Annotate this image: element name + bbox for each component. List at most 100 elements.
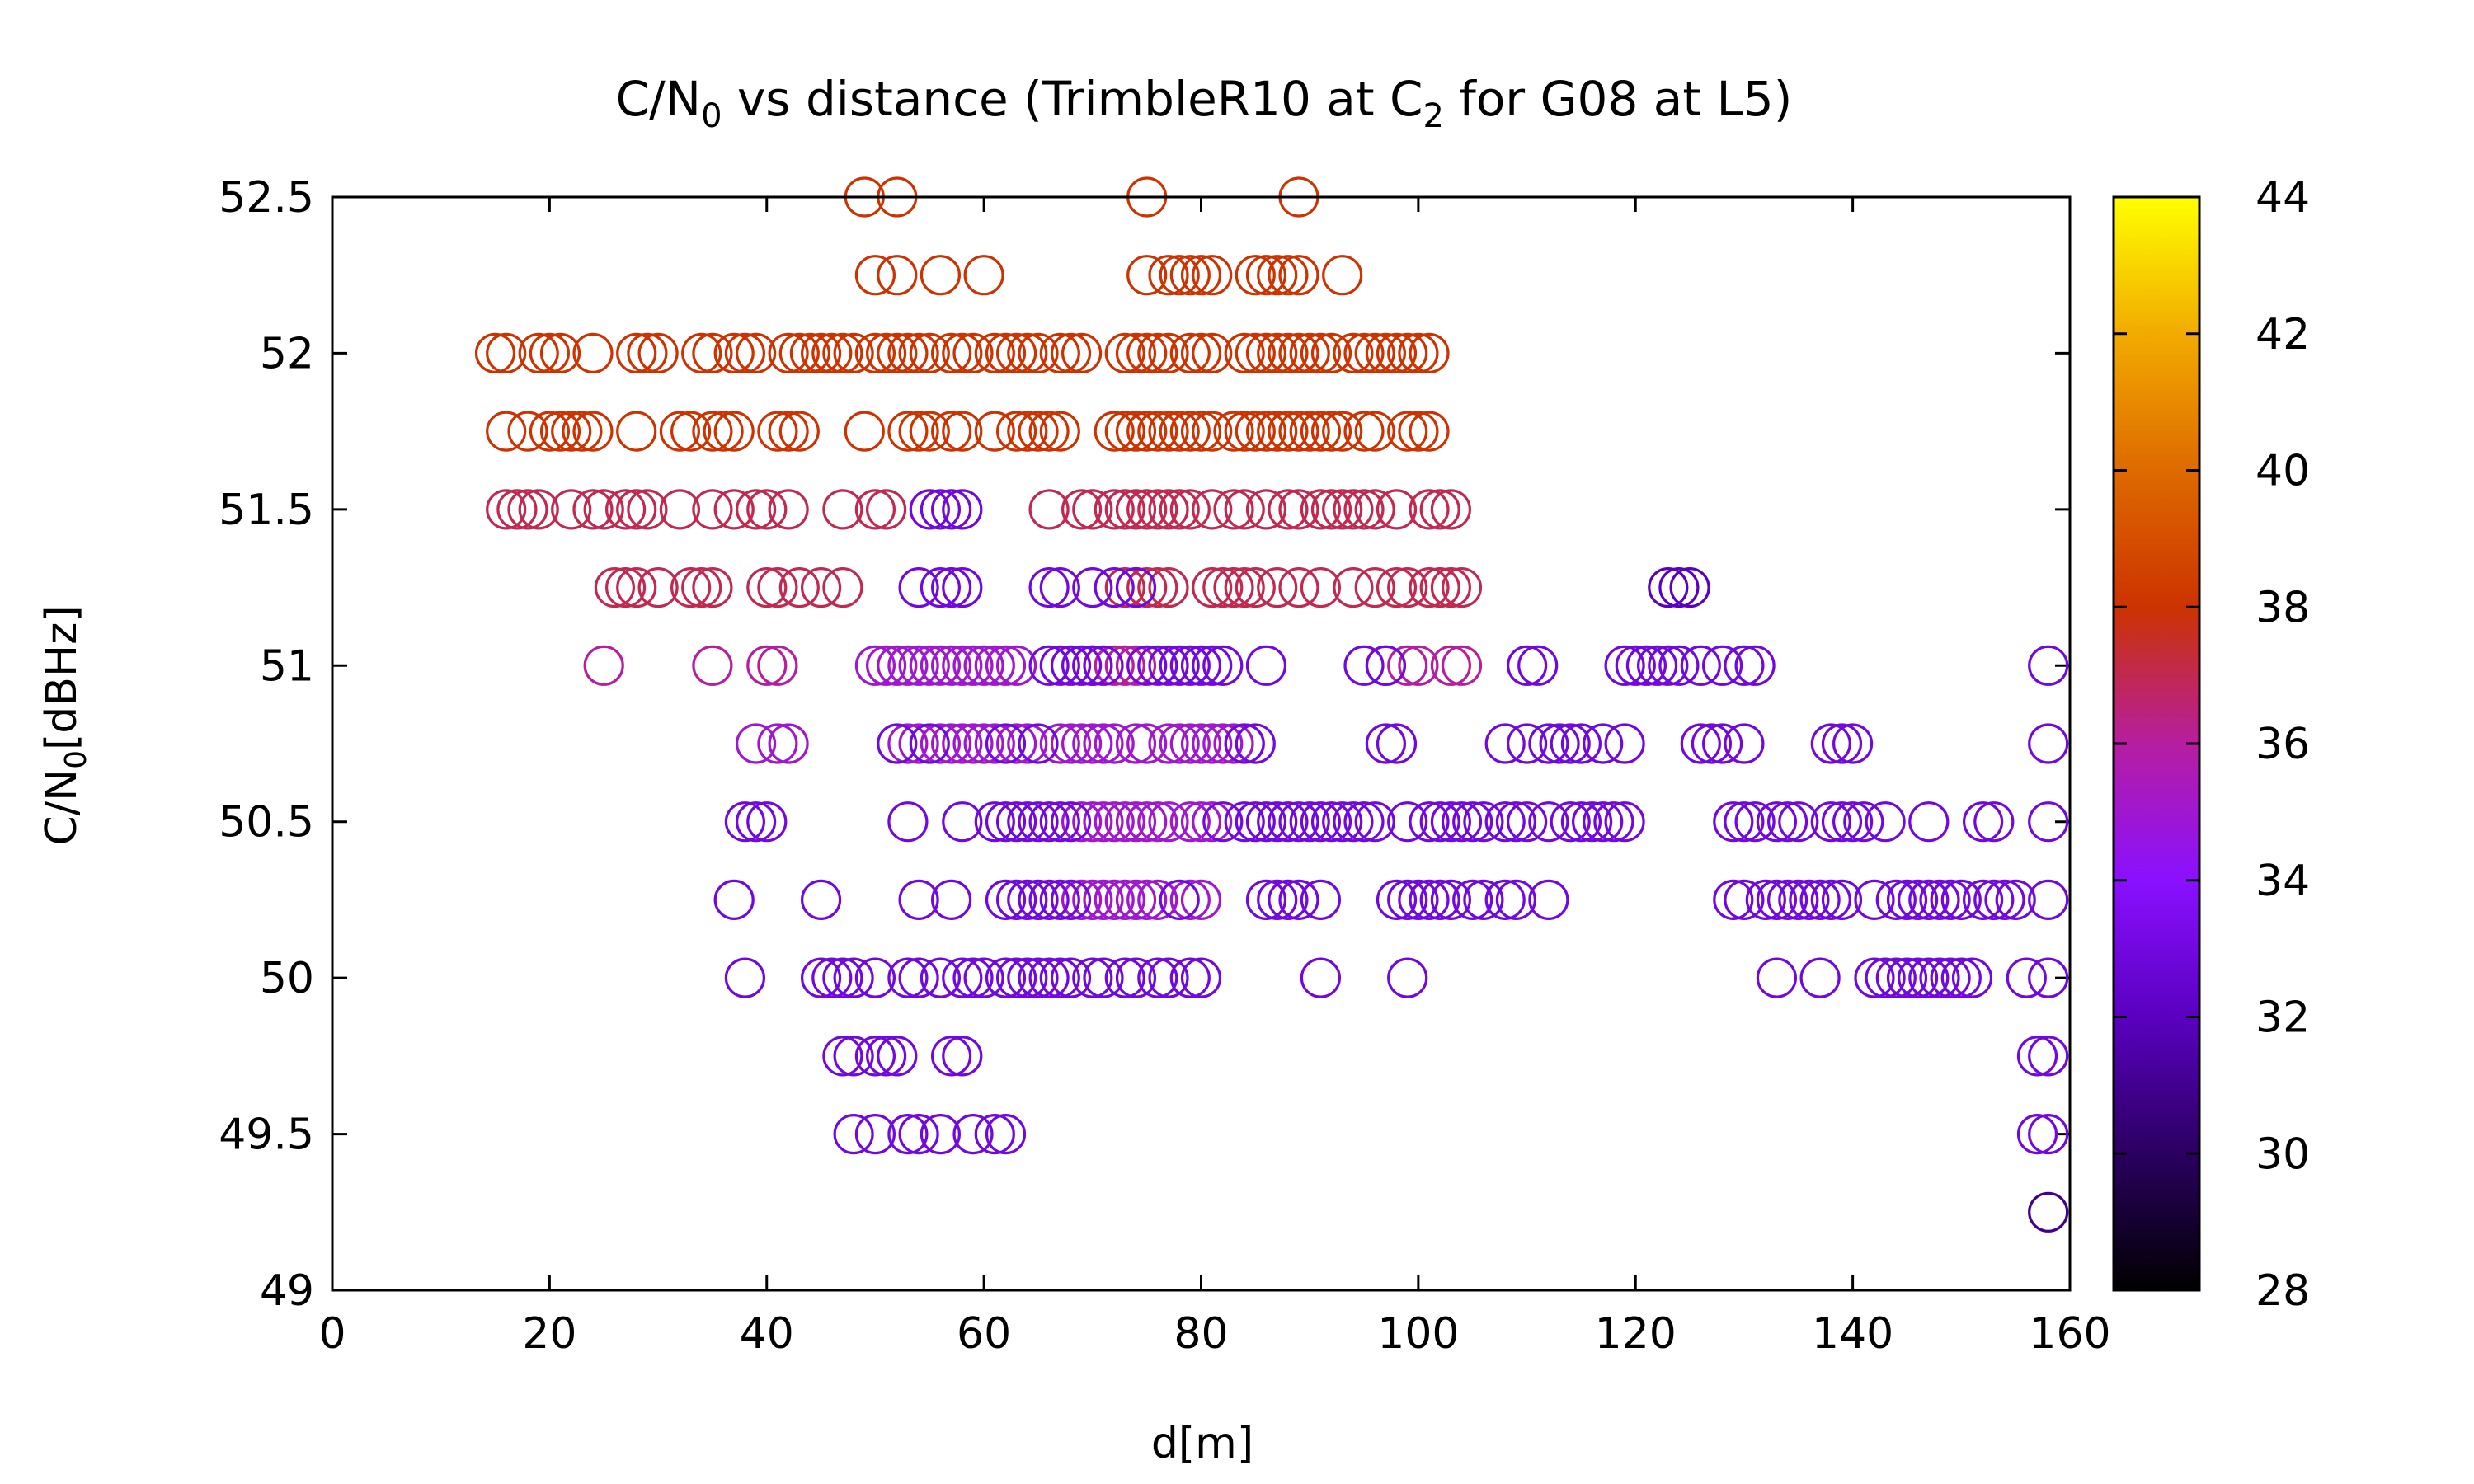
data-point <box>2028 1113 2069 1155</box>
data-point <box>865 1036 907 1077</box>
data-point <box>1430 489 1472 530</box>
data-point <box>1995 879 2036 921</box>
data-point <box>1213 723 1254 764</box>
data-point <box>1648 645 1689 686</box>
data-point <box>1235 801 1276 843</box>
data-point <box>692 411 733 452</box>
data-point <box>562 411 603 452</box>
data-point <box>1376 332 1418 373</box>
data-point <box>1094 411 1135 452</box>
data-point <box>1192 255 1233 296</box>
data-point <box>1583 723 1624 764</box>
data-point <box>974 332 1015 373</box>
data-point <box>1810 879 1851 921</box>
data-point <box>1039 879 1080 921</box>
data-point <box>692 332 733 373</box>
data-point <box>1789 879 1830 921</box>
data-point <box>1007 801 1048 843</box>
data-point <box>822 489 863 530</box>
data-point <box>1430 645 1472 686</box>
data-point <box>1756 879 1797 921</box>
data-point <box>1278 801 1319 843</box>
data-point <box>724 332 766 373</box>
data-point <box>811 332 853 373</box>
data-point <box>1235 723 1276 764</box>
data-point <box>1648 566 1689 608</box>
data-point <box>496 489 538 530</box>
data-point <box>1387 645 1428 686</box>
data-point <box>1126 723 1168 764</box>
data-point <box>1007 332 1048 373</box>
data-point <box>1604 645 1645 686</box>
data-point <box>1354 489 1395 530</box>
data-point <box>778 332 820 373</box>
data-point <box>1169 957 1211 998</box>
data-point <box>800 879 842 921</box>
data-point <box>985 645 1027 686</box>
data-point <box>1778 801 1819 843</box>
data-point <box>1115 489 1157 530</box>
colorbar-tick-label: 32 <box>2255 993 2310 1043</box>
data-point <box>898 332 939 373</box>
data-point <box>898 957 939 998</box>
data-point <box>1278 489 1319 530</box>
data-point <box>768 489 809 530</box>
data-point <box>692 645 733 686</box>
data-point <box>1180 332 1222 373</box>
data-point <box>713 411 755 452</box>
data-point <box>833 1113 874 1155</box>
data-point <box>887 1113 929 1155</box>
data-point <box>1169 879 1211 921</box>
data-point <box>1322 255 1363 296</box>
data-point <box>1115 566 1157 608</box>
data-point <box>877 255 918 296</box>
data-point <box>1104 801 1145 843</box>
data-point <box>920 255 962 296</box>
data-point <box>1593 801 1634 843</box>
data-point <box>789 332 831 373</box>
data-point <box>2028 1036 2069 1077</box>
data-point <box>637 332 679 373</box>
data-point <box>942 801 983 843</box>
data-point <box>930 489 972 530</box>
data-point <box>1148 489 1189 530</box>
data-point <box>1343 801 1385 843</box>
data-point <box>1235 255 1276 296</box>
data-point <box>746 645 788 686</box>
data-point <box>930 645 972 686</box>
data-point <box>2028 1191 2069 1233</box>
data-point <box>604 489 647 530</box>
data-point <box>1169 723 1211 764</box>
data-point <box>1268 411 1309 452</box>
data-point <box>1278 411 1319 452</box>
data-point <box>1354 566 1395 608</box>
data-point <box>1050 332 1092 373</box>
data-point <box>1354 411 1395 452</box>
data-point <box>974 411 1015 452</box>
data-point <box>1257 801 1298 843</box>
data-point <box>1018 332 1059 373</box>
data-point <box>1908 879 1950 921</box>
data-point <box>1409 879 1450 921</box>
data-point <box>909 723 950 764</box>
data-point <box>1072 723 1113 764</box>
data-point <box>1268 255 1309 296</box>
data-point <box>995 332 1037 373</box>
data-point <box>1973 801 2015 843</box>
data-point <box>952 1113 994 1155</box>
data-point <box>1430 879 1472 921</box>
data-point <box>1094 801 1135 843</box>
data-point <box>1734 645 1776 686</box>
data-point <box>1680 723 1721 764</box>
data-point <box>1799 879 1841 921</box>
data-point <box>486 332 527 373</box>
data-point <box>681 566 722 608</box>
data-point <box>854 645 896 686</box>
data-point <box>1039 801 1080 843</box>
data-point <box>1409 411 1450 452</box>
data-point <box>1724 801 1765 843</box>
data-point <box>1365 332 1407 373</box>
data-point <box>1213 566 1254 608</box>
data-point <box>1094 489 1135 530</box>
